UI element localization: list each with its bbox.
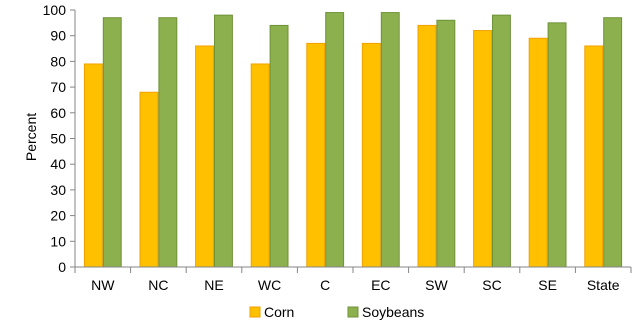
bar-soybeans-wc (269, 24, 289, 268)
y-tick-label: 90 (50, 28, 66, 44)
x-tick-label: SE (538, 277, 557, 293)
bar-corn-nc (139, 91, 159, 268)
y-tick-label: 30 (50, 182, 66, 198)
bar-soybeans-state (603, 17, 623, 268)
x-tick-label: EC (371, 277, 390, 293)
x-tick-label: State (587, 277, 620, 293)
y-tick-label: 80 (50, 53, 66, 69)
x-tick-label: C (320, 277, 330, 293)
y-tick-label: 100 (43, 2, 67, 18)
bar-corn-c (306, 42, 326, 268)
bar-soybeans-ne (214, 14, 233, 268)
bar-corn-nw (83, 63, 103, 268)
bar-soybeans-c (325, 12, 345, 268)
bar-corn-sc (473, 30, 493, 268)
y-tick-label: 0 (58, 259, 66, 275)
bar-soybeans-sw (436, 19, 456, 268)
bar-soybeans-sc (492, 14, 511, 268)
x-tick-label: NE (204, 277, 223, 293)
legend-label-soybeans: Soybeans (362, 304, 424, 320)
x-tick-label: NC (148, 277, 168, 293)
y-tick-label: 60 (50, 105, 66, 121)
bar-corn-se (528, 37, 548, 268)
legend-swatch-soybeans (347, 306, 359, 318)
bar-corn-state (584, 45, 604, 268)
x-tick-label: NW (91, 277, 115, 293)
bar-soybeans-nc (158, 17, 178, 268)
bar-soybeans-se (547, 22, 567, 268)
y-tick-label: 50 (50, 131, 66, 147)
bar-corn-sw (417, 24, 437, 268)
bar-soybeans-ec (380, 12, 400, 268)
plot-area: 0 10 20 30 40 50 60 70 80 90 100 NW NC NE WC C EC SW SC SE S… (43, 2, 632, 293)
bar-soybeans-nw (102, 17, 122, 268)
y-tick-label: 10 (50, 233, 66, 249)
bar-corn-wc (250, 63, 270, 268)
bar-corn-ne (195, 45, 214, 268)
legend-label-corn: Corn (264, 304, 294, 320)
bar-corn-ec (361, 42, 381, 268)
y-tick-label: 20 (50, 208, 66, 224)
y-tick-label: 70 (50, 79, 66, 95)
x-tick-label: WC (258, 277, 281, 293)
legend: Corn Soybeans (249, 304, 424, 320)
y-axis-title: Percent (23, 113, 39, 161)
x-tick-label: SC (482, 277, 501, 293)
x-tick-label: SW (425, 277, 448, 293)
y-tick-label: 40 (50, 156, 66, 172)
legend-swatch-corn (249, 306, 261, 318)
